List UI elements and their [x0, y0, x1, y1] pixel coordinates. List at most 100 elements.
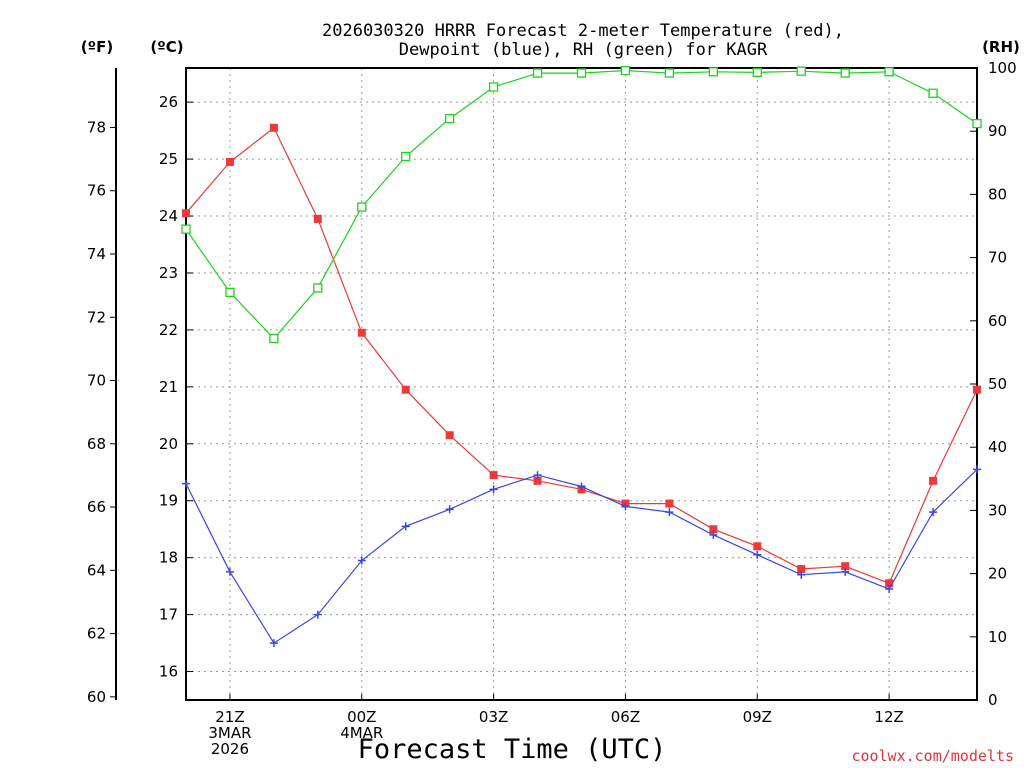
temperature-point: [665, 499, 674, 508]
rh-point: [357, 202, 367, 212]
fahrenheit-tick-label: 72: [87, 308, 106, 326]
celsius-tick-label: 22: [159, 321, 178, 339]
rh-point: [928, 88, 938, 98]
temperature-point: [709, 525, 718, 534]
rh-tick-label: 60: [988, 312, 1007, 330]
rh-point: [796, 66, 806, 76]
fahrenheit-tick-label: 76: [87, 182, 106, 200]
dewpoint-point: [533, 471, 542, 480]
celsius-tick-label: 26: [159, 93, 178, 111]
rh-tick-label: 40: [988, 438, 1007, 456]
rh-tick-label: 10: [988, 628, 1007, 646]
dewpoint-point: [797, 570, 806, 579]
celsius-tick-label: 24: [159, 207, 178, 225]
temperature-point: [182, 209, 190, 218]
rh-point: [181, 224, 191, 234]
celsius-tick-label: 21: [159, 378, 178, 396]
rh-point: [445, 113, 455, 124]
dewpoint-point: [929, 508, 938, 517]
x-tick-label: 06Z: [611, 708, 640, 726]
dewpoint-point: [841, 567, 850, 576]
celsius-tick-label: 18: [159, 549, 178, 567]
rh-point: [972, 118, 982, 129]
rh-point: [532, 68, 543, 78]
temperature-point: [225, 157, 234, 166]
fahrenheit-tick-label: 68: [87, 435, 106, 453]
dewpoint-point: [885, 584, 894, 593]
celsius-unit-label: (ºC): [150, 38, 183, 56]
temperature-point: [489, 471, 498, 480]
credit-label: coolwx.com/modelts: [851, 747, 1014, 765]
temperature-point: [973, 385, 981, 394]
rh-point: [620, 65, 631, 76]
dewpoint-point: [269, 639, 278, 648]
x-tick-label: 3MAR: [208, 724, 251, 742]
x-axis-label: Forecast Time (UTC): [358, 734, 667, 765]
rh-tick-label: 70: [988, 249, 1007, 267]
rh-point: [884, 67, 894, 77]
dewpoint-point: [313, 610, 322, 619]
dewpoint-point: [709, 530, 718, 539]
x-tick-label: 12Z: [874, 708, 903, 726]
dewpoint-point: [445, 505, 454, 514]
celsius-tick-label: 25: [159, 150, 178, 168]
dewpoint-point: [357, 556, 366, 565]
rh-point: [488, 82, 499, 92]
dewpoint-point: [621, 502, 630, 511]
rh-tick-label: 20: [988, 565, 1007, 583]
rh-tick-label: 50: [988, 375, 1007, 393]
rh-tick-label: 90: [988, 122, 1007, 140]
x-tick-label: 03Z: [479, 708, 508, 726]
temperature-point: [445, 431, 454, 440]
temperature-point: [269, 123, 278, 132]
gridlines: [186, 68, 977, 700]
temperature-point: [797, 565, 806, 574]
x-tick-label: 21Z: [215, 708, 244, 726]
dewpoint-point: [577, 482, 586, 491]
rh-tick-label: 80: [988, 185, 1007, 203]
rh-tick-label: 30: [988, 501, 1007, 519]
fahrenheit-unit-label: (ºF): [81, 38, 113, 56]
dewpoint-point: [665, 508, 674, 517]
celsius-tick-label: 17: [159, 606, 178, 624]
temperature-point: [313, 214, 322, 223]
dewpoint-point: [182, 479, 190, 488]
celsius-tick-label: 23: [159, 264, 178, 282]
rh-point: [269, 333, 279, 344]
fahrenheit-tick-label: 78: [87, 118, 106, 136]
x-tick-label: 4MAR: [340, 724, 383, 742]
rh-point: [708, 67, 718, 77]
temperature-point: [841, 562, 850, 571]
dewpoint-point: [753, 550, 762, 559]
dewpoint-point: [489, 485, 498, 494]
rh-tick-label: 0: [988, 691, 998, 709]
plot-frame: [185, 67, 978, 701]
dewpoint-line: [185, 468, 978, 644]
rh-point: [225, 287, 235, 298]
rh-line: [185, 69, 978, 340]
fahrenheit-tick-label: 70: [87, 372, 106, 390]
temperature-line: [185, 126, 978, 585]
dewpoint-point: [973, 465, 981, 474]
rh-point: [752, 67, 762, 78]
fahrenheit-tick-label: 64: [87, 561, 106, 579]
celsius-tick-label: 20: [159, 435, 178, 453]
dewpoint-point: [225, 567, 234, 576]
rh-point: [401, 151, 411, 162]
rh-point: [576, 68, 587, 78]
chart-title-line2: Dewpoint (blue), RH (green) for KAGR: [399, 40, 768, 60]
rh-point: [313, 283, 323, 293]
temperature-point: [753, 542, 762, 551]
temperature-point: [929, 476, 938, 485]
celsius-tick-label: 19: [159, 492, 178, 510]
rh-point: [664, 68, 675, 78]
fahrenheit-tick-label: 66: [87, 498, 106, 516]
temperature-point: [885, 579, 894, 588]
rh-tick-label: 100: [988, 59, 1017, 77]
chart-title-line1: 2026030320 HRRR Forecast 2-meter Tempera…: [322, 21, 844, 41]
series-layer: [181, 65, 982, 648]
x-tick-label: 09Z: [743, 708, 772, 726]
rh-point: [840, 68, 850, 78]
